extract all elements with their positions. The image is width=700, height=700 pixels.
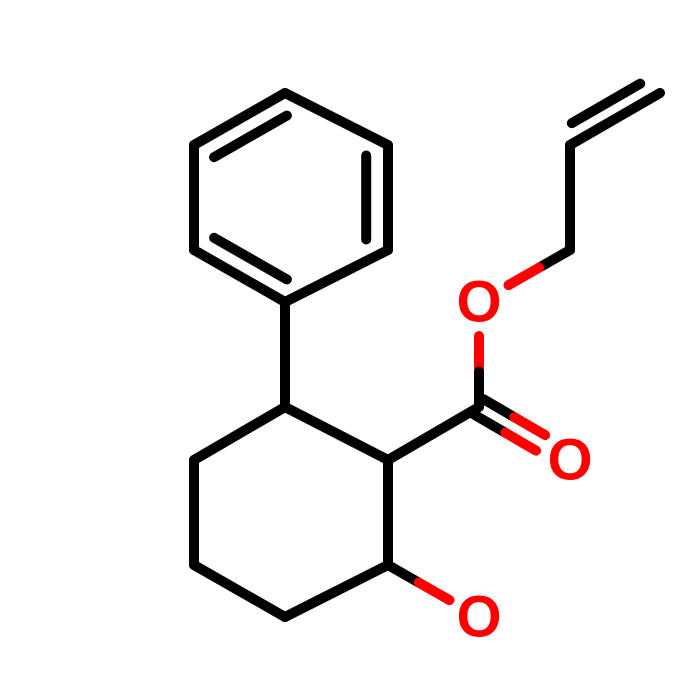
molecule-diagram: O O O: [0, 0, 700, 700]
oxygen-atom-label: O: [547, 428, 592, 493]
oxygen-atom-label: O: [456, 585, 501, 650]
oxygen-atom-label: O: [456, 270, 501, 335]
